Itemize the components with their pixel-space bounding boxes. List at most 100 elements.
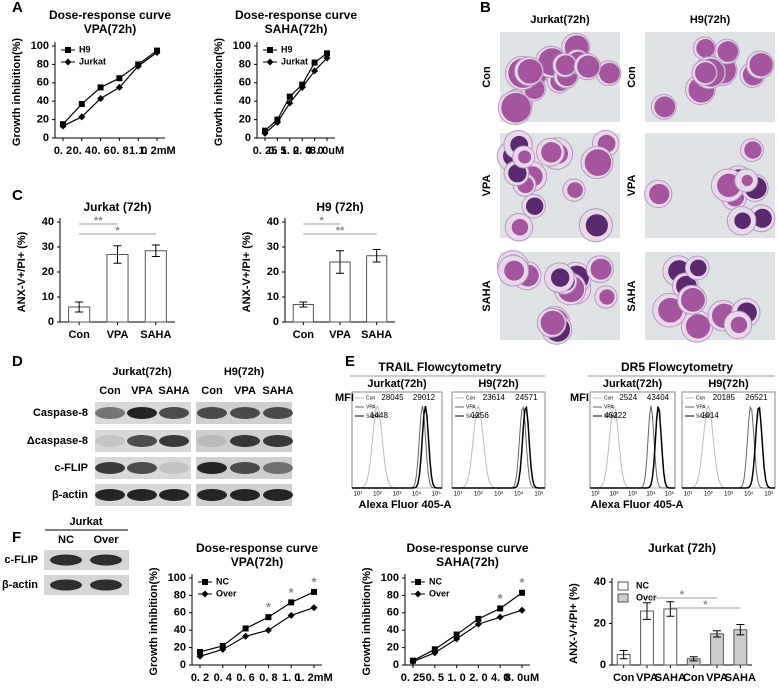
legend-label: H9 xyxy=(79,44,91,54)
y-tick-label: 0 xyxy=(393,659,399,671)
y-tick-label: 10 xyxy=(267,291,279,303)
panel-label: B xyxy=(480,0,491,16)
significance-label: * xyxy=(703,599,708,611)
nucleus xyxy=(685,314,711,339)
x-tick-label: VPA xyxy=(706,672,728,684)
x-tick-label: 10¹ xyxy=(354,492,363,498)
marker xyxy=(116,75,123,82)
legend-swatch xyxy=(617,581,629,591)
y-axis-label: ANX-V+/PI+ (%) xyxy=(241,231,253,312)
plot-title: Jurkat(72h) xyxy=(603,378,663,390)
marker xyxy=(59,122,67,130)
band xyxy=(159,489,189,501)
nucleus xyxy=(525,197,544,215)
marker xyxy=(153,48,161,56)
marker xyxy=(97,84,104,91)
y-tick-label: 40 xyxy=(387,624,399,636)
x-tick-label: 1. 0 xyxy=(447,672,465,684)
chart-title: Jurkat (72h) xyxy=(83,200,151,214)
legend-marker xyxy=(64,58,72,66)
x-tick-label: 0. 5 xyxy=(268,145,286,157)
legend-label: VPA xyxy=(604,404,614,410)
significance-label: * xyxy=(519,575,525,590)
error-bar xyxy=(736,624,745,636)
series-line xyxy=(199,591,315,653)
y-tick-label: 80 xyxy=(239,58,251,70)
nucleus xyxy=(654,96,676,118)
band xyxy=(50,579,82,591)
significance-label: * xyxy=(311,574,317,589)
marker xyxy=(115,83,123,91)
legend-label: VPA xyxy=(466,404,476,410)
y-tick-label: 20 xyxy=(37,114,49,126)
lane-label: Con xyxy=(201,385,223,397)
legend-label: NC xyxy=(216,576,229,586)
band xyxy=(230,407,260,419)
legend-marker xyxy=(65,47,71,53)
chart-subtitle: SAHA(72h) xyxy=(265,22,328,36)
legend-label: Con xyxy=(604,395,613,401)
marker xyxy=(219,645,227,653)
nucleus xyxy=(541,142,562,163)
marker xyxy=(287,611,295,619)
x-tick-label: 0. 4 xyxy=(73,145,92,157)
nucleus xyxy=(658,297,683,323)
legend-label: NC xyxy=(429,576,442,586)
mfi-value: 29012 xyxy=(413,393,436,402)
legend-label: Jurkat xyxy=(281,56,308,66)
x-tick-label: 0. 2 xyxy=(54,145,72,157)
plot-title: H9(72h) xyxy=(708,378,749,390)
marker xyxy=(323,54,331,62)
legend-label: SAHA xyxy=(466,413,480,419)
y-tick-label: 0 xyxy=(273,316,279,328)
legend-swatch xyxy=(617,593,629,603)
marker xyxy=(261,129,269,137)
series-line xyxy=(62,50,158,125)
marker xyxy=(265,614,272,621)
x-tick-label: 10⁵ xyxy=(534,491,544,498)
protein-label: Δcaspase-8 xyxy=(27,435,88,447)
legend-label: Jurkat xyxy=(79,56,106,66)
x-tick-label: 1. 0 xyxy=(129,145,147,157)
legend-marker xyxy=(414,590,422,598)
band xyxy=(230,489,260,501)
protein-label: β-actin xyxy=(52,489,88,501)
marker xyxy=(311,67,319,75)
nucleus xyxy=(599,289,615,305)
y-tick-label: 40 xyxy=(239,95,251,107)
nucleus xyxy=(744,141,762,159)
nucleus xyxy=(681,287,705,312)
y-tick-label: 0 xyxy=(43,132,49,144)
series-line xyxy=(412,592,523,662)
chart-title: Dose-response curve xyxy=(49,8,171,22)
legend-marker xyxy=(201,590,209,598)
marker xyxy=(453,635,461,643)
band xyxy=(50,554,82,566)
y-tick-label: 30 xyxy=(42,241,54,253)
x-tick-label: 0. 25 xyxy=(253,145,277,157)
nucleus xyxy=(550,268,570,287)
band xyxy=(127,489,157,501)
band xyxy=(127,435,157,447)
x-tick-label: 1. 2mM xyxy=(138,145,175,157)
series-line xyxy=(412,609,523,663)
marker xyxy=(311,59,318,66)
nucleus xyxy=(696,39,715,58)
y-tick-label: 0 xyxy=(245,132,251,144)
x-tick-label: 0. 5 xyxy=(426,672,444,684)
y-tick-label: 60 xyxy=(387,607,399,619)
x-tick-label: 0. 6 xyxy=(91,145,109,157)
legend-label: Con xyxy=(466,395,475,401)
significance-label: * xyxy=(320,215,325,227)
legend-label: NC xyxy=(636,580,649,590)
column-label: H9(72h) xyxy=(690,14,731,26)
legend-label: Over xyxy=(429,588,450,598)
x-tick-label: 8. 0uM xyxy=(310,145,344,157)
y-tick-label: 10 xyxy=(42,291,54,303)
mfi-label: MFI xyxy=(335,392,354,404)
mfi-value: 43404 xyxy=(647,393,670,402)
row-label: Con xyxy=(481,66,493,88)
mfi-value: 1014 xyxy=(701,411,719,420)
x-tick-label: VPA xyxy=(329,329,351,341)
series-line xyxy=(199,607,315,657)
